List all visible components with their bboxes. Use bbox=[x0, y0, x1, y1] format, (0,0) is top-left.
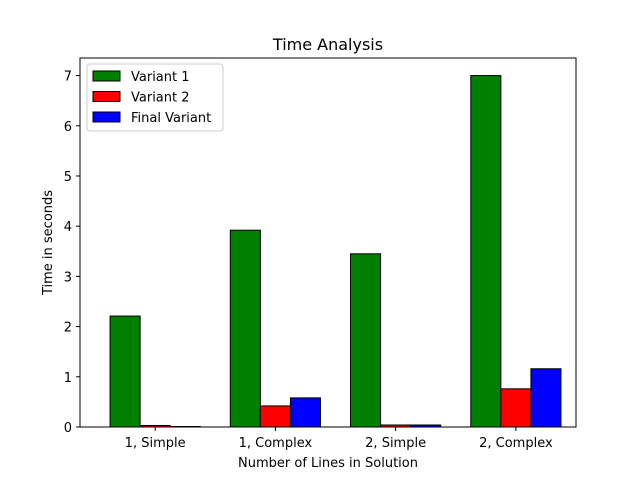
bar bbox=[350, 253, 382, 428]
legend-swatch bbox=[92, 111, 121, 123]
x-tick-label: 1, Complex bbox=[239, 436, 313, 451]
x-tick-label: 1, Simple bbox=[125, 436, 186, 451]
y-tick-label: 5 bbox=[64, 170, 72, 185]
y-tick-label: 7 bbox=[64, 70, 72, 85]
bar bbox=[500, 388, 532, 428]
bars-group bbox=[109, 75, 562, 428]
x-tick-label: 2, Complex bbox=[479, 436, 553, 451]
legend-frame bbox=[86, 63, 224, 132]
y-tick-label: 4 bbox=[64, 220, 72, 235]
y-tick-label: 0 bbox=[64, 421, 72, 436]
x-tick-label: 2, Simple bbox=[365, 436, 426, 451]
plot-frame bbox=[79, 57, 577, 428]
y-tick-label: 2 bbox=[64, 321, 72, 336]
y-axis: 0 1 2 3 4 5 6 7 bbox=[64, 70, 80, 436]
legend-swatch bbox=[92, 70, 121, 82]
bar bbox=[289, 397, 321, 428]
bar bbox=[259, 405, 291, 428]
y-tick-label: 3 bbox=[64, 270, 72, 285]
y-tick-label: 6 bbox=[64, 120, 72, 135]
x-axis: 1, Simple 1, Complex 2, Simple 2, Complex bbox=[125, 427, 553, 451]
bar bbox=[530, 368, 562, 428]
legend-swatch bbox=[92, 91, 121, 102]
bar bbox=[470, 75, 502, 428]
y-tick-label: 1 bbox=[64, 371, 72, 386]
legend: Variant 1 Variant 2 Final Variant bbox=[86, 63, 224, 132]
bar bbox=[109, 315, 141, 428]
legend-label: Variant 2 bbox=[131, 91, 190, 106]
legend-label: Variant 1 bbox=[131, 70, 190, 85]
chart-title: Time Analysis bbox=[272, 35, 383, 54]
legend-label: Final Variant bbox=[131, 111, 211, 126]
y-axis-label: Time in seconds bbox=[41, 190, 56, 296]
bar bbox=[229, 229, 261, 428]
x-axis-label: Number of Lines in Solution bbox=[238, 456, 418, 471]
